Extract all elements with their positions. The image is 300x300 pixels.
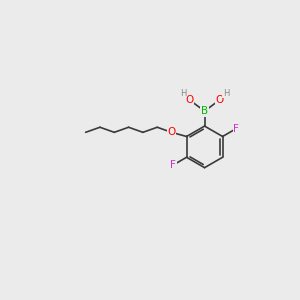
Text: O: O <box>215 95 224 105</box>
Text: F: F <box>233 124 239 134</box>
Text: H: H <box>180 88 186 98</box>
Text: B: B <box>201 106 208 116</box>
Text: H: H <box>223 88 229 98</box>
Text: O: O <box>167 127 176 137</box>
Text: O: O <box>185 95 194 105</box>
Text: F: F <box>170 160 176 170</box>
